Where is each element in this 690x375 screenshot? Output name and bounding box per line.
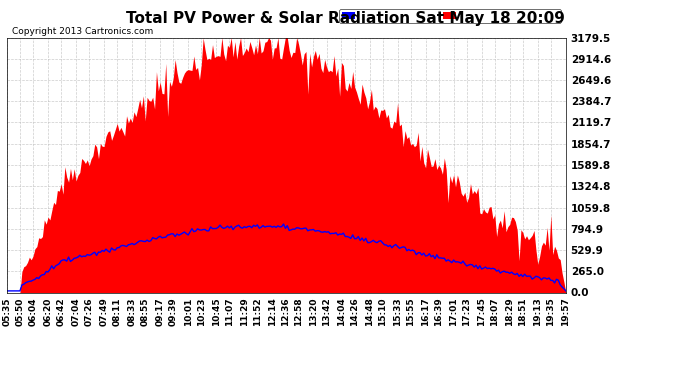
Text: Total PV Power & Solar Radiation Sat May 18 20:09: Total PV Power & Solar Radiation Sat May…: [126, 11, 564, 26]
Text: Copyright 2013 Cartronics.com: Copyright 2013 Cartronics.com: [12, 27, 154, 36]
Legend: Radiation (w/m2), PV Panels (DC Watts): Radiation (w/m2), PV Panels (DC Watts): [339, 9, 561, 23]
